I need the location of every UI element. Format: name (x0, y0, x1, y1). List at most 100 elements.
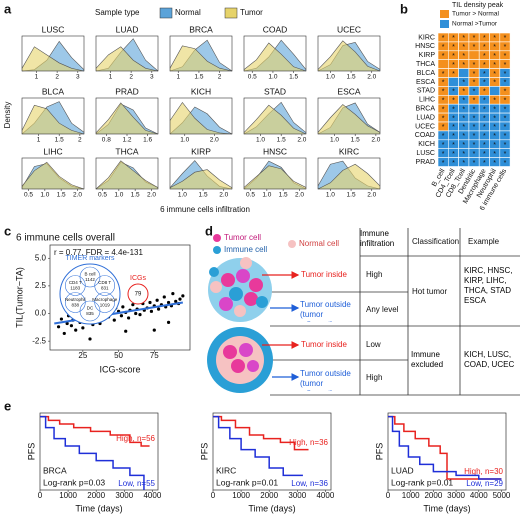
density-area (22, 162, 84, 189)
point (166, 300, 171, 305)
legend-icon (213, 246, 221, 254)
density-curve (317, 104, 381, 133)
density-area (244, 105, 306, 134)
infiltration: Low (366, 340, 381, 349)
point (138, 313, 142, 317)
point (121, 305, 125, 309)
inset-set-name: Neutrophil (65, 297, 86, 302)
significance-star: * (483, 62, 486, 69)
plot-frame (95, 157, 159, 190)
x-tick-label: 1.0 (256, 137, 265, 144)
location-text: Tumor outside (tumor adjacent) (300, 300, 351, 322)
point (59, 317, 64, 321)
legend-label: Normal cell (299, 239, 339, 248)
table-lines (270, 228, 520, 396)
plot-frame (21, 157, 85, 190)
significance-star: * (442, 53, 445, 60)
series-label: High, n=30 (464, 467, 503, 476)
panel-label: e (4, 398, 11, 413)
x-tick-label: 1.0 (180, 137, 189, 144)
significance-star: * (504, 53, 507, 60)
significance-star: * (493, 106, 496, 113)
significance-star: * (473, 115, 476, 122)
significance-star: * (504, 124, 507, 131)
density-curve (21, 161, 85, 190)
inset-set-name: CD8 T (98, 280, 111, 285)
x-tick-label: 2.0 (210, 137, 219, 144)
point (152, 328, 156, 332)
point (88, 337, 92, 341)
inset-set-value: 831 (101, 286, 109, 291)
significance-star: * (473, 80, 476, 87)
density-curve (21, 46, 85, 72)
header-text: Immune infiltration (360, 229, 395, 248)
significance-star: * (483, 133, 486, 140)
significance-star: * (442, 115, 445, 122)
significance-star: * (452, 35, 455, 42)
inset-highlight (127, 283, 149, 305)
significance-star: * (473, 35, 476, 42)
significance-star: * (462, 124, 465, 131)
inset-set (64, 275, 86, 296)
point (65, 321, 69, 326)
row-label: BLCA (417, 70, 436, 77)
density-curve (95, 46, 159, 72)
x-tick-label: 1.0 (326, 74, 335, 81)
x-tick-label: 1 (37, 137, 41, 144)
inset-set (64, 292, 86, 313)
example-text: KICH, LUSC, COAD, UCEC (464, 350, 515, 369)
significance-star: * (473, 97, 476, 104)
plot-frame (169, 35, 233, 72)
x-tick-label: 0 (386, 491, 391, 500)
subplot-title: BRCA (189, 24, 213, 34)
significance-star: * (504, 106, 507, 113)
significance-star: * (493, 151, 496, 158)
inset-highlight-name: ICGs (130, 275, 146, 282)
x-tick-label: 2.0 (297, 137, 306, 144)
x-axis-label: ICG-score (99, 364, 140, 374)
legend-icon (213, 234, 221, 242)
row-label: THCA (416, 61, 435, 68)
y-tick-label: 0.0 (35, 309, 47, 318)
chart-name: LUAD (391, 465, 414, 475)
significance-star: * (462, 133, 465, 140)
inset-set-value: 835 (86, 311, 94, 316)
x-tick-label: 0.5 (248, 74, 257, 81)
heatmap-cell (499, 157, 511, 167)
plot-frame (169, 97, 233, 135)
point (162, 295, 166, 299)
heatmap-cell (468, 50, 480, 60)
plot-frame (317, 157, 381, 190)
point (119, 314, 124, 318)
significance-star: * (452, 115, 455, 122)
heatmap-cell (447, 77, 459, 87)
location: Tumor inside (301, 340, 347, 349)
x-tick-label: 2 (55, 74, 59, 81)
significance-star: * (483, 80, 486, 87)
density-curve (169, 45, 233, 72)
x-tick-label: 1.0 (114, 192, 123, 199)
significance-star: * (483, 71, 486, 78)
location: Tumor outside (tumor adjacent) (300, 369, 351, 391)
x-tick-label: 1.5 (57, 192, 66, 199)
significance-star: * (493, 80, 496, 87)
x-tick-label: 0 (211, 491, 216, 500)
significance-star: * (483, 151, 486, 158)
density-curve (317, 40, 381, 72)
example: KIRC, HNSC, KIRP, LIHC, THCA, STAD ESCA (464, 266, 512, 305)
y-axis-label: PFS (374, 443, 384, 461)
y-axis-label: TIL(Tumor−TA) (14, 267, 24, 328)
x-tick-label: 1.6 (143, 137, 152, 144)
x-axis-label: 6 immune cells infiltration (160, 205, 250, 214)
x-tick-label: 2 (129, 74, 133, 81)
density-curve (169, 101, 233, 135)
x-tick-label: 2 (218, 74, 222, 81)
survival-curve (388, 415, 502, 480)
x-tick-label: 4000 (316, 491, 334, 500)
point (112, 318, 116, 322)
density-curve (317, 163, 381, 190)
significance-star: * (473, 160, 476, 167)
point (81, 326, 85, 330)
significance-star: * (462, 142, 465, 149)
x-tick-label: 75 (150, 351, 159, 360)
